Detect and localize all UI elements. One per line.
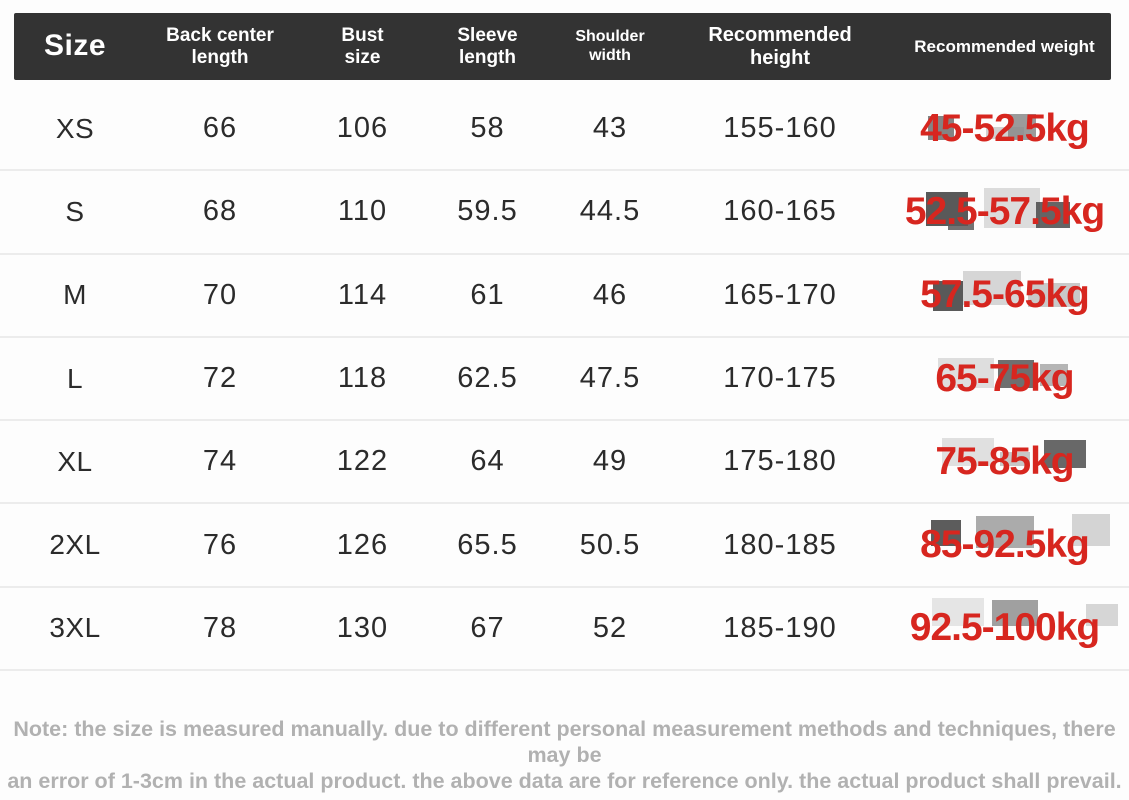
back-center-length-cell: 74 — [202, 445, 238, 478]
recommended-weight-cell: 75-85kg — [935, 439, 1074, 483]
bust-size-cell: 126 — [336, 528, 389, 561]
mosaic-artifact — [1028, 283, 1080, 307]
table-body: XS 66 106 58 43 155-160 45-52.5kg S 68 110 59.5 44.… — [0, 88, 1129, 672]
size-cell: XL — [57, 445, 93, 477]
mosaic-artifact — [938, 358, 994, 388]
mosaic-artifact — [933, 281, 963, 311]
column-header-recommended-height: Recommended height — [708, 23, 852, 69]
mosaic-artifact — [942, 438, 994, 466]
column-header-bust-size: Bust size — [341, 24, 384, 68]
recommended-height-cell: 175-180 — [723, 445, 837, 478]
table-row: XS 66 106 58 43 155-160 45-52.5kg — [0, 88, 1129, 172]
mosaic-artifact — [1036, 202, 1070, 228]
recommended-weight-cell: 92.5-100kg — [909, 606, 1100, 650]
shoulder-width-cell: 50.5 — [579, 528, 641, 561]
column-header-recommended-weight: Recommended weight — [914, 36, 1095, 56]
back-center-length-cell: 78 — [202, 611, 238, 644]
footer-note: Note: the size is measured manually. due… — [0, 716, 1129, 795]
mosaic-artifact — [1044, 440, 1086, 468]
back-center-length-cell: 68 — [202, 195, 238, 228]
table-row: S 68 110 59.5 44.5 160-165 52.5-57.5kg — [0, 171, 1129, 255]
size-cell: S — [65, 195, 85, 227]
recommended-height-cell: 160-165 — [723, 195, 837, 228]
mosaic-artifact — [1072, 514, 1110, 546]
table-row: M 70 114 61 46 165-170 57.5-65kg — [0, 255, 1129, 338]
shoulder-width-cell: 44.5 — [579, 195, 641, 228]
recommended-weight-cell: 57.5-65kg — [920, 273, 1090, 317]
bust-size-cell: 130 — [336, 611, 389, 644]
recommended-weight-cell: 52.5-57.5kg — [904, 189, 1105, 233]
column-header-shoulder-width: Shoulder width — [575, 28, 645, 64]
mosaic-artifact — [992, 600, 1038, 626]
size-cell: 3XL — [49, 612, 101, 644]
bust-size-cell: 110 — [337, 195, 388, 228]
footer-note-line1: Note: the size is measured manually. due… — [13, 717, 1116, 768]
column-header-sleeve-length: Sleeve length — [457, 24, 518, 68]
recommended-height-cell: 170-175 — [723, 362, 837, 395]
bust-size-cell: 118 — [337, 362, 388, 395]
mosaic-artifact — [1008, 114, 1036, 140]
mosaic-artifact — [976, 516, 1034, 548]
recommended-height-cell: 165-170 — [723, 278, 837, 311]
column-header-size: Size — [43, 29, 107, 63]
mosaic-artifact — [984, 188, 1040, 228]
back-center-length-cell: 70 — [202, 278, 238, 311]
mosaic-artifact — [1000, 452, 1030, 466]
back-center-length-cell: 76 — [202, 528, 238, 561]
table-header-row: Size Back center length Bust size Sleeve… — [0, 13, 1129, 80]
mosaic-artifact — [998, 360, 1034, 388]
mosaic-artifact — [931, 520, 961, 546]
sleeve-length-cell: 58 — [470, 112, 505, 145]
sleeve-length-cell: 62.5 — [457, 362, 518, 395]
sleeve-length-cell: 67 — [470, 611, 505, 644]
table-row: 3XL 78 130 67 52 185-190 92.5-100kg — [0, 588, 1129, 672]
mosaic-artifact — [928, 116, 954, 140]
size-cell: 2XL — [49, 529, 101, 561]
recommended-weight-cell: 65-75kg — [935, 356, 1074, 400]
table-row: 2XL 76 126 65.5 50.5 180-185 85-92.5kg — [0, 504, 1129, 588]
table-row: XL 74 122 64 49 175-180 75-85kg — [0, 421, 1129, 505]
bust-size-cell: 122 — [336, 445, 389, 478]
recommended-weight-cell: 85-92.5kg — [920, 523, 1090, 567]
sleeve-length-cell: 64 — [470, 445, 505, 478]
recommended-height-cell: 180-185 — [723, 528, 837, 561]
mosaic-artifact — [963, 271, 1021, 305]
sleeve-length-cell: 61 — [470, 278, 505, 311]
mosaic-artifact — [932, 598, 984, 626]
size-cell: M — [63, 279, 87, 311]
sleeve-length-cell: 59.5 — [457, 195, 518, 228]
shoulder-width-cell: 47.5 — [579, 362, 641, 395]
shoulder-width-cell: 43 — [592, 112, 628, 145]
shoulder-width-cell: 49 — [592, 445, 628, 478]
bust-size-cell: 106 — [336, 112, 389, 145]
mosaic-artifact — [1040, 364, 1068, 386]
shoulder-width-cell: 52 — [592, 611, 628, 644]
table-row: L 72 118 62.5 47.5 170-175 65-75kg — [0, 338, 1129, 422]
sleeve-length-cell: 65.5 — [457, 528, 518, 561]
size-cell: XS — [55, 112, 95, 144]
recommended-height-cell: 185-190 — [723, 611, 837, 644]
column-header-back-center-length: Back center length — [166, 24, 274, 68]
back-center-length-cell: 72 — [202, 362, 238, 395]
recommended-weight-cell: 45-52.5kg — [920, 106, 1090, 150]
back-center-length-cell: 66 — [202, 112, 238, 145]
shoulder-width-cell: 46 — [592, 278, 628, 311]
bust-size-cell: 114 — [337, 278, 388, 311]
table-header-bar — [14, 13, 1111, 80]
size-cell: L — [66, 362, 84, 394]
footer-note-line2: an error of 1-3cm in the actual product.… — [7, 769, 1122, 794]
mosaic-artifact — [948, 220, 974, 230]
recommended-height-cell: 155-160 — [723, 112, 837, 145]
mosaic-artifact — [1086, 604, 1118, 626]
